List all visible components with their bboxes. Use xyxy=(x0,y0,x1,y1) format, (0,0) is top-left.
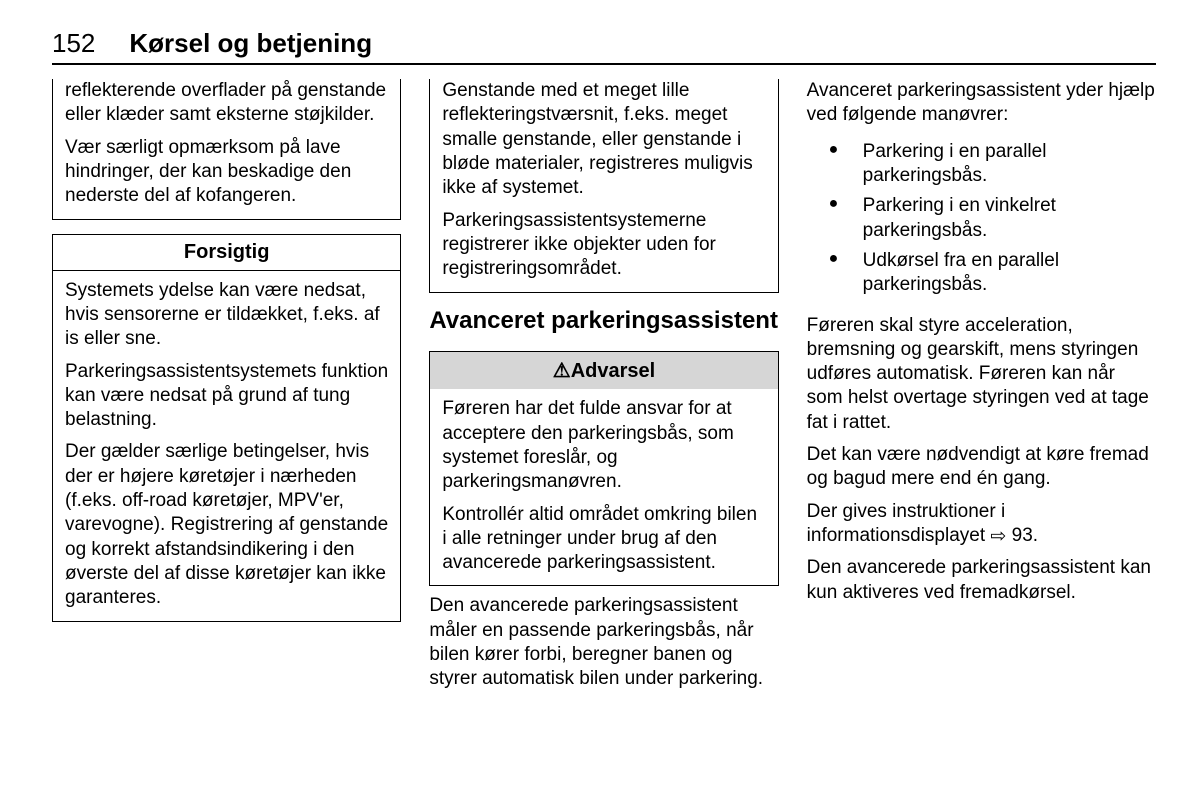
body-text: reflekterende overflader på genstande el… xyxy=(65,79,388,128)
body-text: Avanceret parkeringsassistent yder hjælp… xyxy=(807,79,1156,128)
body-text: Vær særligt opmærksom på lave hindringer… xyxy=(65,136,388,209)
list-item: Parkering i en vinkelret parkeringsbås. xyxy=(807,194,1156,243)
continuation-box: Genstande med et meget lille reflekterin… xyxy=(429,79,778,293)
page-title: Kørsel og betjening xyxy=(129,28,372,59)
body-text: Der gælder særlige betingelser, hvis der… xyxy=(65,440,388,610)
maneuver-list: Parkering i en parallel parkeringsbås. P… xyxy=(807,140,1156,304)
body-text: Kontrollér altid området omkring bilen i… xyxy=(442,503,765,576)
column-3: Avanceret parkeringsassistent yder hjælp… xyxy=(807,79,1156,692)
body-text-run: 93. xyxy=(1006,525,1038,546)
page-header: 152 Kørsel og betjening xyxy=(52,28,1156,65)
caution-title: Forsigtig xyxy=(52,234,401,270)
warning-title-text: Advarsel xyxy=(571,360,656,382)
body-text: Føreren har det fulde ansvar for at acce… xyxy=(442,397,765,494)
body-text: Genstande med et meget lille reflekterin… xyxy=(442,79,765,201)
warning-icon: ⚠ xyxy=(553,360,571,382)
reference-icon: ⇨ xyxy=(990,525,1006,549)
body-text: Det kan være nødvendigt at køre fremad o… xyxy=(807,443,1156,492)
page-number: 152 xyxy=(52,28,95,59)
body-text: Der gives instruktioner i informationsdi… xyxy=(807,500,1156,549)
section-heading: Avanceret parkeringsassistent xyxy=(429,307,778,336)
warning-title: ⚠Advarsel xyxy=(429,351,778,389)
body-text: Den avancerede parkeringsassistent måler… xyxy=(429,594,778,691)
page-columns: reflekterende overflader på genstande el… xyxy=(52,79,1156,692)
body-text: Parkeringsassistentsystemets funktion ka… xyxy=(65,360,388,433)
column-2: Genstande med et meget lille reflekterin… xyxy=(429,79,778,692)
body-text: Systemets ydelse kan være nedsat, hvis s… xyxy=(65,279,388,352)
body-text-run: Der gives instruktioner i informationsdi… xyxy=(807,501,1006,546)
body-text: Parkeringsassistentsystemerne registrere… xyxy=(442,209,765,282)
column-1: reflekterende overflader på genstande el… xyxy=(52,79,401,692)
list-item: Parkering i en parallel parkeringsbås. xyxy=(807,140,1156,189)
caution-box: Systemets ydelse kan være nedsat, hvis s… xyxy=(52,270,401,622)
list-item: Udkørsel fra en parallel parkeringsbås. xyxy=(807,249,1156,298)
continuation-box: reflekterende overflader på genstande el… xyxy=(52,79,401,220)
body-text: Føreren skal styre acceleration, bremsni… xyxy=(807,314,1156,436)
body-text: Den avancerede parkeringsassistent kan k… xyxy=(807,556,1156,605)
warning-box: Føreren har det fulde ansvar for at acce… xyxy=(429,389,778,586)
